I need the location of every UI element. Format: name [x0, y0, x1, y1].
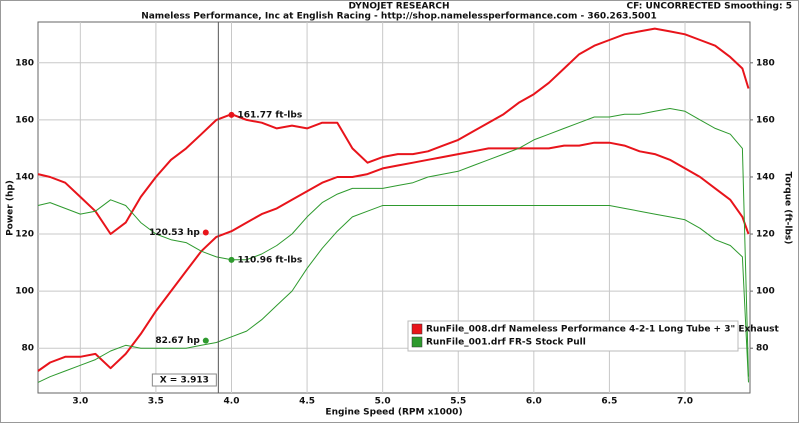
- annotation-label: 161.77 ft-lbs: [237, 110, 302, 120]
- y2-tick-label: 100: [756, 287, 775, 297]
- y2-tick-label: 80: [756, 344, 769, 354]
- annotation-dot: [228, 111, 235, 118]
- x-tick-label: 5.0: [375, 397, 391, 407]
- x-tick-label: 4.5: [299, 397, 315, 407]
- x-tick-label: 4.0: [224, 397, 240, 407]
- torque-line: [37, 27, 750, 235]
- legend-label: RunFile_008.drf Nameless Performance 4-2…: [426, 325, 780, 335]
- cursor-label: X = 3.913: [160, 376, 209, 386]
- y-tick-label: 120: [15, 230, 34, 240]
- annotation-dot: [202, 337, 209, 344]
- y-tick-label: 100: [15, 287, 34, 297]
- x-tick-label: 7.0: [677, 397, 693, 407]
- legend: RunFile_008.drf Nameless Performance 4-2…: [407, 320, 780, 352]
- x-tick-label: 6.0: [526, 397, 542, 407]
- y2-tick-label: 160: [756, 115, 775, 125]
- x-tick-label: 6.5: [601, 397, 617, 407]
- x-tick-label: 5.5: [450, 397, 466, 407]
- y2-axis-label: Torque (ft-lbs): [783, 172, 793, 245]
- chart-subtitle: Nameless Performance, Inc at English Rac…: [141, 12, 657, 22]
- annotation-dot: [228, 256, 235, 263]
- torque-line: [37, 108, 749, 377]
- power-line: [37, 141, 750, 372]
- x-axis-label: Engine Speed (RPM x1000): [325, 408, 462, 418]
- y-axis-label: Power (hp): [6, 180, 16, 236]
- y2-tick-label: 140: [756, 172, 775, 182]
- y-tick-label: 140: [15, 172, 34, 182]
- annotation-label: 110.96 ft-lbs: [237, 255, 302, 265]
- y-tick-label: 80: [21, 344, 34, 354]
- legend-box: [407, 320, 739, 352]
- annotation-label: 82.67 hp: [155, 336, 200, 346]
- legend-swatch: [411, 323, 423, 335]
- y-tick-label: 160: [15, 115, 34, 125]
- y2-tick-label: 120: [756, 230, 775, 240]
- y-tick-label: 180: [15, 58, 34, 68]
- annotation-dot: [202, 229, 209, 236]
- annotation-label: 120.53 hp: [149, 228, 200, 238]
- chart-title: DYNOJET RESEARCH: [348, 2, 449, 12]
- y2-tick-label: 180: [756, 58, 775, 68]
- cursor-label-box: [151, 373, 217, 387]
- x-tick-label: 3.0: [72, 397, 88, 407]
- x-tick-label: 3.5: [148, 397, 164, 407]
- legend-label: RunFile_001.drf FR-S Stock Pull: [426, 338, 586, 348]
- legend-swatch: [411, 336, 423, 348]
- power-line: [37, 205, 749, 383]
- corner-note: CF: UNCORRECTED Smoothing: 5: [627, 2, 792, 12]
